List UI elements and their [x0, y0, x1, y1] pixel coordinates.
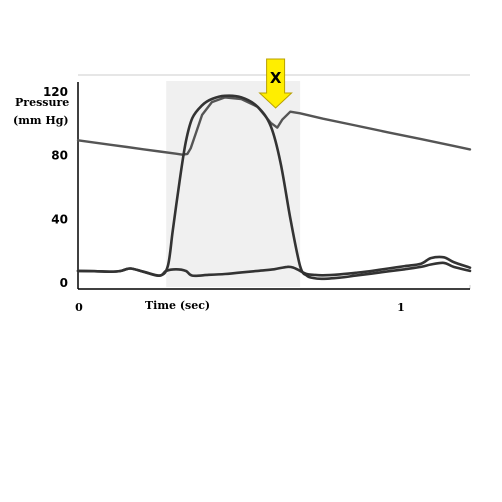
annotation-group: X	[258, 58, 293, 109]
y-axis-label-line2: (mm Hg)	[13, 114, 69, 127]
series-line	[76, 96, 472, 156]
x-tick-label: 1	[397, 301, 405, 314]
x-tick-label: 0	[75, 301, 83, 314]
tick-label-group: 0 40 80 120 0 1	[43, 85, 405, 314]
shaded-region	[166, 81, 301, 287]
y-tick-label: 120	[43, 85, 68, 99]
series-group	[76, 94, 472, 281]
series-line	[76, 255, 472, 278]
y-tick-label: 80	[51, 149, 68, 163]
annotation-arrow	[258, 58, 293, 109]
x-axis-label: Time (sec)	[145, 299, 210, 312]
y-axis-label-line1: Pressure	[15, 96, 69, 109]
y-tick-label: 0	[60, 276, 68, 290]
y-tick-label: 40	[51, 212, 68, 226]
annotation-label: X	[270, 69, 282, 87]
